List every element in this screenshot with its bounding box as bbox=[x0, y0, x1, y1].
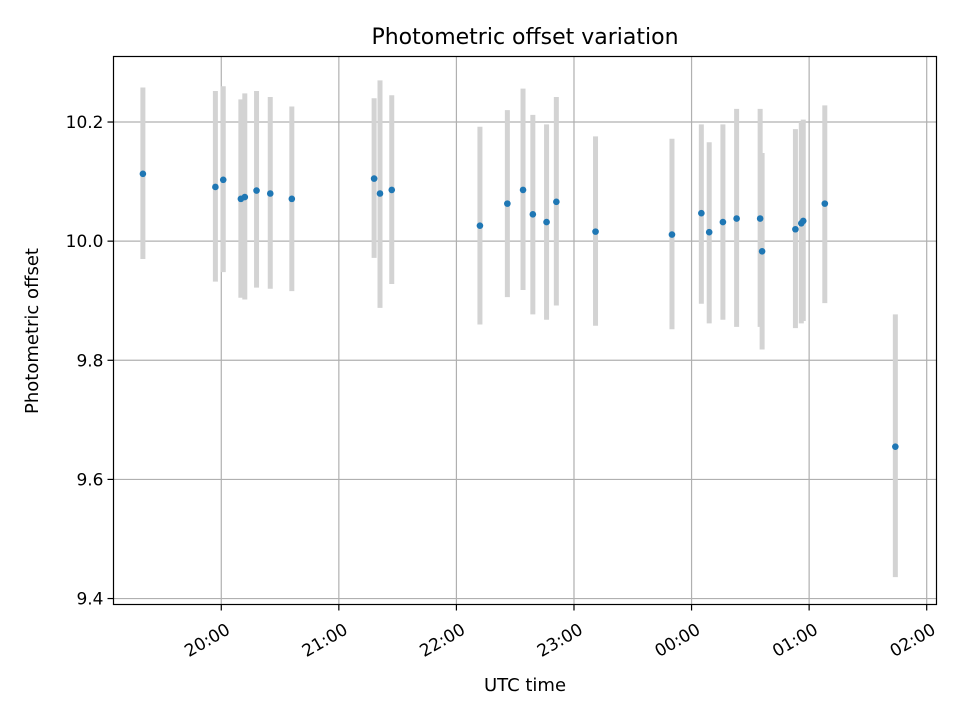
data-point bbox=[519, 186, 527, 194]
y-axis: 9.4 9.6 9.8 10.0 10.2 bbox=[66, 113, 114, 610]
data-point bbox=[756, 215, 764, 222]
y-tick-label: 9.4 bbox=[76, 590, 103, 610]
x-tick-label: 22:00 bbox=[416, 620, 468, 662]
data-point bbox=[266, 190, 274, 197]
data-point bbox=[668, 231, 676, 238]
data-point bbox=[388, 186, 396, 194]
y-tick-label: 10.2 bbox=[66, 113, 104, 133]
data-point bbox=[376, 190, 384, 197]
data-point bbox=[792, 225, 799, 233]
x-tick-label: 23:00 bbox=[534, 620, 586, 662]
grid bbox=[113, 56, 937, 605]
data-point bbox=[212, 183, 219, 191]
data-point bbox=[529, 211, 537, 218]
data-point bbox=[821, 200, 829, 207]
data-point bbox=[543, 218, 550, 226]
data-points bbox=[139, 170, 899, 450]
x-tick-label: 00:00 bbox=[652, 620, 704, 662]
data-point bbox=[504, 200, 511, 207]
x-tick-label: 20:00 bbox=[181, 620, 233, 662]
data-point bbox=[733, 215, 740, 222]
plot-frame bbox=[112, 55, 938, 606]
x-tick-label: 01:00 bbox=[769, 620, 821, 662]
data-point bbox=[799, 217, 807, 225]
x-axis-label: UTC time bbox=[484, 675, 566, 696]
data-point bbox=[592, 228, 599, 235]
x-tick-label: 21:00 bbox=[299, 620, 351, 662]
error-bars bbox=[140, 80, 898, 578]
x-tick-label: 02:00 bbox=[887, 620, 939, 662]
data-point bbox=[139, 170, 147, 178]
x-axis: 20:00 21:00 22:00 23:00 00:00 01:00 02:00 bbox=[181, 604, 939, 662]
data-point bbox=[553, 198, 560, 206]
data-point bbox=[370, 175, 378, 182]
data-point bbox=[892, 443, 899, 450]
y-axis-label: Photometric offset bbox=[22, 248, 43, 414]
data-point bbox=[219, 176, 227, 184]
chart-title: Photometric offset variation bbox=[371, 25, 678, 50]
data-point bbox=[719, 218, 727, 226]
y-tick-label: 10.0 bbox=[66, 232, 104, 252]
y-tick-label: 9.6 bbox=[76, 470, 103, 490]
data-point bbox=[698, 209, 705, 217]
data-point bbox=[705, 228, 713, 236]
data-point bbox=[758, 247, 766, 255]
data-point bbox=[253, 187, 260, 194]
data-point bbox=[241, 193, 249, 201]
y-tick-label: 9.8 bbox=[76, 351, 103, 371]
data-point bbox=[288, 195, 296, 203]
data-point bbox=[476, 222, 484, 229]
